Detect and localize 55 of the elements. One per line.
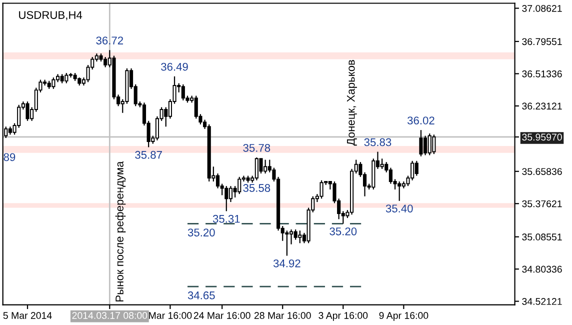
y-tick-label: 35.37621	[522, 200, 562, 208]
y-tick-label: 34.80336	[522, 266, 562, 273]
candlestick	[285, 230, 289, 256]
annotation: 34.92	[273, 259, 300, 268]
annotation: 36.02	[407, 116, 434, 124]
candlestick	[432, 134, 436, 155]
candlestick	[259, 158, 263, 174]
candlestick	[294, 228, 298, 240]
candlestick	[68, 72, 73, 78]
y-tick-label: 35.65836	[522, 168, 562, 175]
annotation: 35.58	[243, 184, 270, 192]
candlestick	[224, 185, 228, 212]
x-tick-label: 28 Mar 16:00	[254, 312, 311, 319]
candlestick	[428, 132, 432, 156]
x-tick-label: 5 Mar 2014	[3, 312, 52, 319]
band-label: 89	[4, 153, 16, 162]
y-tick-label: 35.95970	[522, 134, 562, 141]
candlestick	[26, 100, 30, 122]
annotation: 35.40	[386, 204, 413, 212]
candlestick	[380, 158, 384, 170]
x-tick-label: 9 Apr 16:00	[379, 312, 428, 321]
y-tick-label: 34.52121	[522, 298, 562, 305]
candlestick	[298, 230, 302, 244]
annotation: Донецк, Харьков	[347, 60, 357, 146]
ref-line-label: 34.65	[188, 291, 215, 300]
annotation: 35.87	[135, 150, 162, 159]
y-tick-label: 36.51336	[522, 70, 562, 78]
text: USDRUB,H4	[19, 11, 82, 20]
annotation: 36.49	[161, 62, 188, 71]
candlestick	[52, 76, 56, 90]
annotation: 36.72	[96, 36, 124, 44]
candlestick	[228, 185, 233, 203]
candlestick	[216, 172, 220, 189]
y-tick-label: 36.79551	[522, 38, 562, 46]
candlestick	[194, 95, 198, 120]
annotation: Рынок после референдума	[115, 161, 126, 302]
ref-line-label: 35.20	[188, 228, 215, 236]
candlestick	[289, 228, 294, 245]
candlestick	[60, 74, 64, 84]
candlestick	[414, 160, 418, 176]
x-tick-label: 24 Mar 16:00	[194, 312, 250, 319]
annotation: 35.83	[364, 138, 392, 146]
y-tick-label: 37.08621	[522, 4, 562, 12]
candlestick	[320, 180, 324, 200]
candlestick	[64, 72, 68, 84]
y-tick-label: 35.08551	[522, 234, 562, 240]
x-tick-label: Mar 16:00	[149, 312, 192, 319]
x-tick-label: 2014.03.17 08:00	[72, 312, 148, 319]
x-tick-label: 3 Apr 16:00	[318, 312, 368, 321]
annotation: 35.20	[330, 227, 357, 236]
annotation: 35.78	[243, 144, 270, 152]
candlestick	[419, 130, 423, 157]
y-tick-label: 36.23121	[522, 102, 562, 110]
candlestick	[238, 176, 242, 195]
annotation: 35.31	[212, 214, 240, 223]
